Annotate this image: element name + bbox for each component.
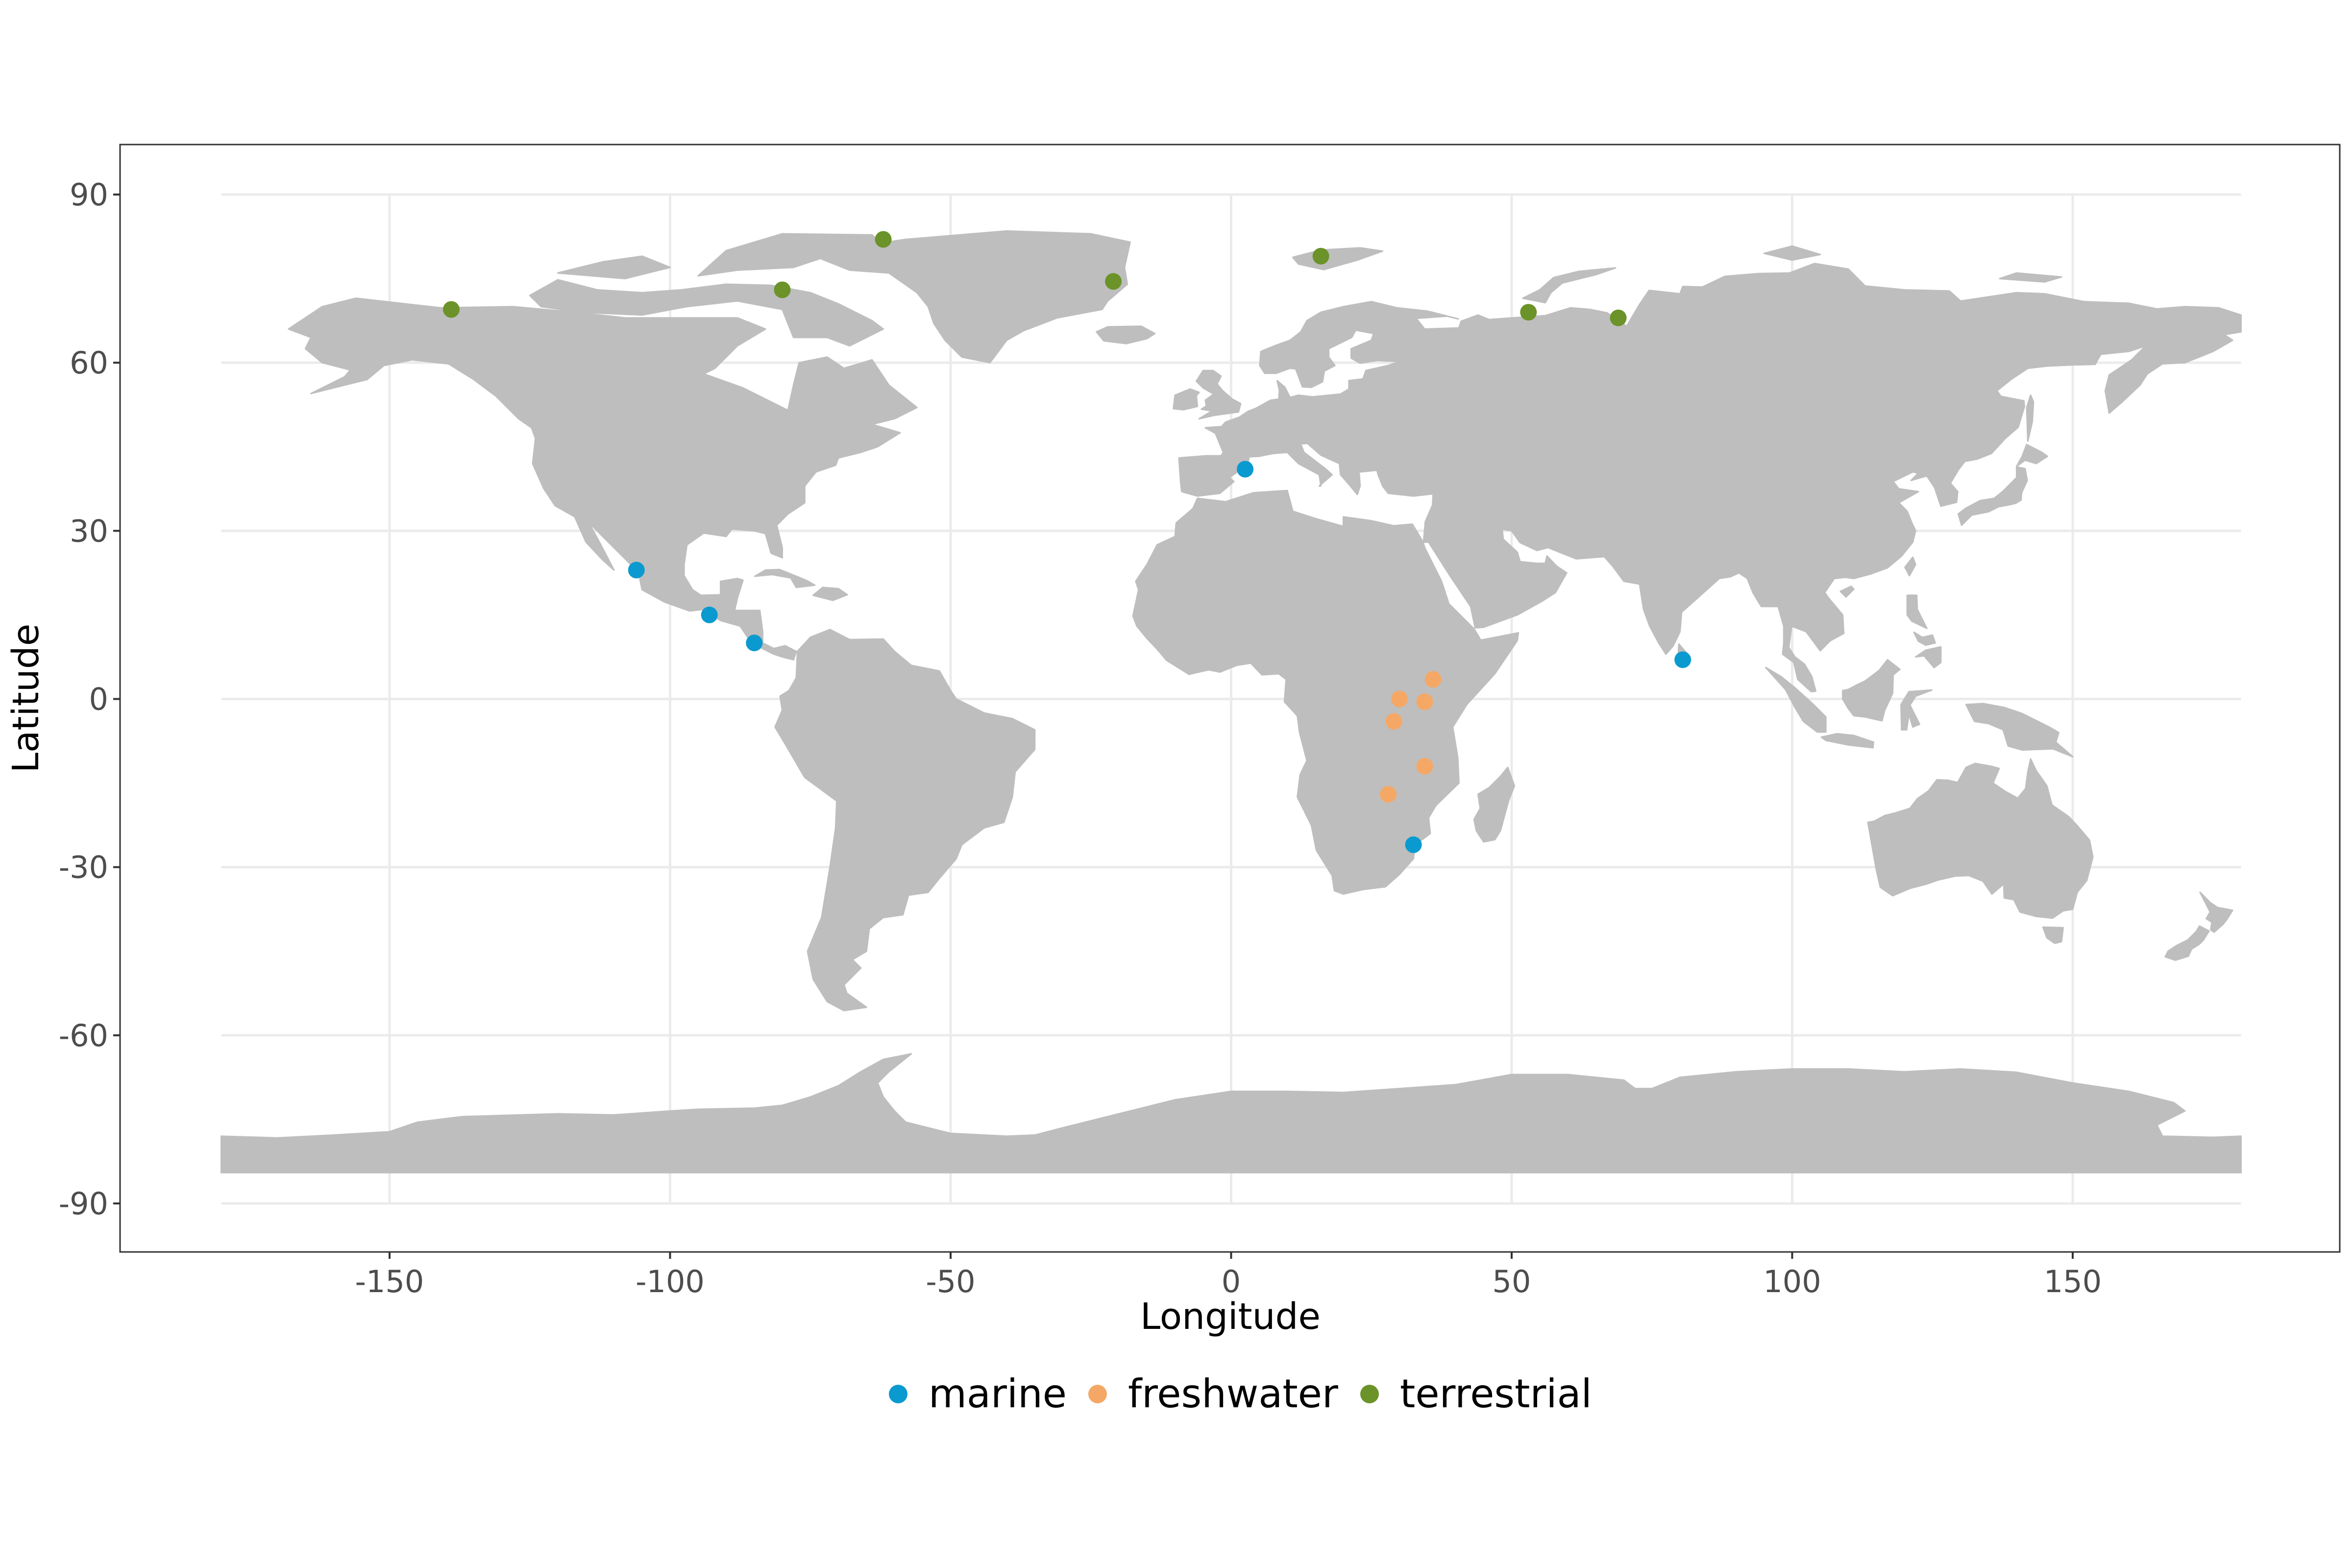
land-great-britain [1196,369,1242,420]
land-sulawesi [1900,689,1933,731]
legend-label-freshwater: freshwater [1128,1371,1338,1417]
x-tick-label: -150 [355,1264,424,1299]
x-tick-label: 0 [1222,1264,1241,1299]
land-philippines-mindanao [1914,646,1942,668]
legend-key-marine [889,1385,907,1403]
land-arctic-islands-3 [557,255,671,280]
land-nz-north [2199,891,2233,933]
freshwater-point [1416,693,1433,710]
terrestrial-point [1312,247,1329,265]
terrestrial-point [1610,309,1627,326]
land-borneo [1842,659,1901,722]
legend-key-freshwater [1088,1385,1107,1403]
y-tick-label: -60 [59,1018,108,1054]
marine-point [746,635,763,652]
land-java [1820,733,1874,749]
y-tick-label: 0 [89,682,108,717]
land-hispaniola [812,587,848,601]
freshwater-point [1391,690,1408,708]
freshwater-point [1385,713,1402,730]
land-novaya-zemlya [1522,267,1617,304]
terrestrial-point [774,281,791,298]
freshwater-point [1424,671,1442,688]
land-sakhalin [2026,394,2034,442]
world-basemap [220,230,2242,1174]
land-africa [1132,490,1519,895]
land-north-america [288,297,918,661]
x-axis-title: Longitude [1140,1296,1321,1338]
land-greenland [821,230,1131,364]
y-tick-label: -30 [59,850,108,885]
land-south-america [774,629,1036,1011]
y-tick-label: -90 [59,1186,108,1222]
land-arctic-islands-1 [529,279,884,347]
freshwater-point [1416,758,1433,775]
x-tick-label: -100 [636,1264,705,1299]
terrestrial-point [1105,273,1122,290]
marine-point [701,606,718,623]
land-cuba [754,568,816,588]
terrestrial-point [1520,304,1537,321]
land-australia [1867,758,2094,919]
land-madagascar [1473,766,1516,843]
land-iceland [1096,325,1156,344]
legend: marine freshwater terrestrial [889,1371,1592,1417]
land-sumatra [1765,666,1827,733]
freshwater-point [1380,786,1397,803]
marine-point [1674,651,1691,668]
land-philippines-luzon [1906,594,1928,629]
x-tick-label: -50 [926,1264,975,1299]
land-ireland [1173,388,1200,411]
land-hainan [1839,586,1855,598]
land-new-guinea [1965,703,2074,758]
marine-point [1237,461,1254,478]
legend-key-terrestrial [1360,1385,1379,1403]
x-tick-label: 50 [1493,1264,1531,1299]
y-tick-label: 90 [70,177,108,213]
land-arabian-gap-fill [1422,528,1568,629]
axes: -150 -100 -50 0 50 100 150 90 60 30 0 -30 -60 -90 [59,177,2102,1299]
land-nz-south [2164,925,2210,961]
land-antarctica [220,1053,2242,1174]
x-tick-label: 150 [2044,1264,2102,1299]
terrestrial-point [443,301,460,318]
y-tick-label: 30 [70,513,108,549]
legend-label-terrestrial: terrestrial [1400,1371,1592,1417]
land-japan-hokkaido [2016,443,2048,467]
y-axis-title: Latitude [5,624,47,773]
marine-point [1405,836,1422,853]
terrestrial-point [875,231,892,248]
data-points [443,231,1691,853]
land-severnaya-zemlya [1763,245,1821,261]
land-taiwan [1904,556,1916,577]
land-new-siberian-islands [1999,272,2062,283]
land-philippines-central [1913,631,1936,646]
y-tick-label: 60 [70,345,108,381]
land-tasmania [2042,926,2064,944]
land-japan-honshu [1957,466,2028,526]
x-tick-label: 100 [1763,1264,1821,1299]
marine-point [628,562,645,579]
legend-label-marine: marine [929,1371,1067,1417]
